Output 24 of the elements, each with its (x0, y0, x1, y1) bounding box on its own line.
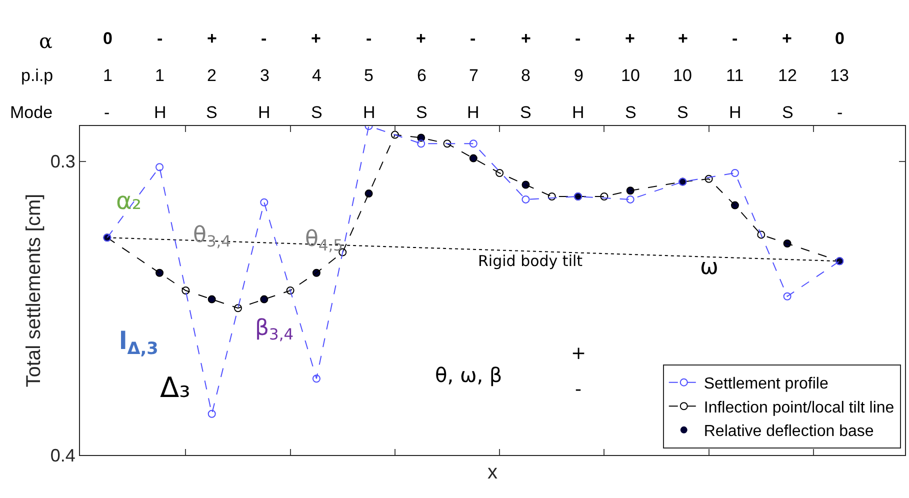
annotation: Δ₃ (160, 371, 190, 404)
y-axis-title: Total settlements [cm] (22, 194, 45, 388)
annotation: l$_{Δ,3}$ (119, 327, 158, 358)
annotation: Rigid body tilt (478, 252, 583, 270)
annotation: - (575, 379, 582, 400)
text: - H S H S H S H S H S S H S - (104, 103, 843, 122)
annotation: β$_{3,4}$ (255, 316, 294, 344)
text: Mode (10, 103, 53, 122)
annotation: θ$_{3,4}$ (193, 223, 231, 251)
legend-label: Inflection point/local tilt line (704, 399, 894, 416)
legend-label: Settlement profile (704, 376, 828, 393)
annotation: α₂ (116, 187, 142, 215)
y-tick-label: 0.3 (50, 152, 76, 172)
text: α (39, 29, 53, 53)
text: p.i.p (21, 66, 54, 85)
annotation: + (571, 343, 586, 364)
text: 1 1 2 3 4 5 6 7 8 9 10 10 11 12 13 (103, 66, 849, 85)
x-axis-title: x (488, 462, 498, 484)
annotation: θ, ω, β (435, 363, 502, 387)
text: 0 - + - + - + - + - + + - + 0 (103, 29, 844, 48)
legend-label: Relative deflection base (704, 423, 874, 440)
y-tick-label: 0.4 (50, 445, 76, 466)
annotation: θ$_{4,5}$ (305, 227, 343, 255)
annotation: ω (700, 255, 718, 280)
